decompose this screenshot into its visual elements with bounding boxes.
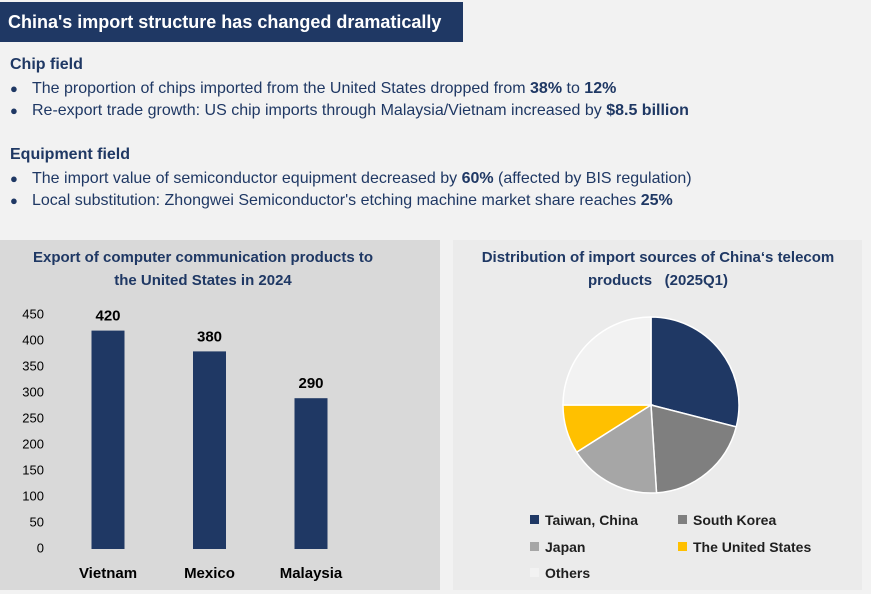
bullet: ● Local substitution: Zhongwei Semiconduc… xyxy=(10,190,860,212)
highlight: 60% xyxy=(461,170,494,187)
bullet: ● The import value of semiconductor equip… xyxy=(10,168,860,190)
bullet-text: (affected by BIS regulation) xyxy=(493,170,692,187)
legend-item: South Korea xyxy=(678,512,776,528)
legend-item: Japan xyxy=(530,539,585,555)
pie-slice xyxy=(562,316,652,406)
bullet-text: to xyxy=(562,80,585,97)
bar xyxy=(91,330,125,549)
legend-label: Taiwan, China xyxy=(545,512,639,528)
bar-chart: 0 50 100 150 200 250 300 350 400 450 420 Vietnam 380… xyxy=(22,306,343,582)
bullet-dot: ● xyxy=(10,81,18,96)
y-tick-label: 100 xyxy=(22,488,44,503)
legend-swatch xyxy=(678,515,687,524)
chart-title: Distribution of import sources of China‘… xyxy=(481,249,835,289)
header-title: China's import structure has changed dra… xyxy=(0,2,463,42)
legend-label: The United States xyxy=(693,538,812,555)
bar-panel: Export of computer communication product… xyxy=(0,240,440,590)
y-tick-label: 400 xyxy=(22,332,44,347)
y-tick-label: 450 xyxy=(22,306,44,321)
value-label: 380 xyxy=(197,328,222,345)
y-tick-label: 200 xyxy=(22,436,44,451)
y-tick-label: 0 xyxy=(37,540,44,555)
section-title: Chip field xyxy=(10,56,83,73)
section-title: Equipment field xyxy=(10,146,130,163)
bullet-dot: ● xyxy=(10,103,18,118)
legend-swatch xyxy=(530,515,539,524)
chart-title: Export of computer communication product… xyxy=(32,249,373,289)
pie-chart xyxy=(562,316,740,494)
legend-swatch xyxy=(530,568,539,577)
bullet-text: Re-export trade growth: US chip imports … xyxy=(32,102,607,119)
x-tick-label: Mexico xyxy=(184,565,235,582)
x-tick-label: Malaysia xyxy=(280,565,343,582)
highlight: 25% xyxy=(640,192,673,209)
pie-slice xyxy=(650,316,740,428)
bullet-text: Local substitution: Zhongwei Semiconduct… xyxy=(32,192,641,209)
y-tick-label: 250 xyxy=(22,410,44,425)
bar xyxy=(193,351,226,549)
bullet-dot: ● xyxy=(10,193,18,208)
y-tick-label: 50 xyxy=(30,514,44,529)
legend-item: Others xyxy=(530,565,590,581)
bullet: ● The proportion of chips imported from t… xyxy=(10,78,860,100)
legend-swatch xyxy=(678,541,687,551)
highlight: $8.5 billion xyxy=(606,102,689,119)
bullet-text: The proportion of chips imported from th… xyxy=(32,80,531,97)
highlight: 12% xyxy=(584,80,617,97)
pie-panel: Distribution of import sources of China‘… xyxy=(453,240,862,590)
legend-label: Japan xyxy=(545,538,586,555)
legend-label: Others xyxy=(545,565,591,581)
y-tick-label: 350 xyxy=(22,358,44,373)
bullet-text: The import value of semiconductor equipm… xyxy=(32,170,462,187)
highlight: 38% xyxy=(530,80,563,97)
legend-label: South Korea xyxy=(693,512,777,528)
section: Equipment field ● The import value of semi… xyxy=(10,146,860,212)
section: Chip field ● The proportion of chips impor… xyxy=(10,56,860,122)
pie-slice xyxy=(650,404,738,494)
bar xyxy=(294,398,328,549)
bullet: ● Re-export trade growth: US chip imports… xyxy=(10,100,860,122)
y-tick-label: 150 xyxy=(22,462,44,477)
bullet-dot: ● xyxy=(10,171,18,186)
legend-swatch xyxy=(530,541,539,551)
x-tick-label: Vietnam xyxy=(79,565,137,582)
value-label: 290 xyxy=(298,375,323,392)
legend-item: The United States xyxy=(678,539,811,555)
legend-item: Taiwan, China xyxy=(530,512,638,528)
y-tick-label: 300 xyxy=(22,384,44,399)
pie-slice xyxy=(575,403,658,494)
value-label: 420 xyxy=(95,308,120,325)
